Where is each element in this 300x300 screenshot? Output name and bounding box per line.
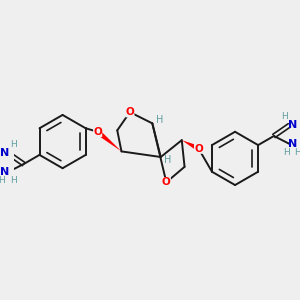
Text: N: N (0, 148, 10, 158)
Polygon shape (96, 130, 122, 152)
Text: H: H (281, 112, 288, 122)
Text: H: H (156, 115, 163, 125)
Text: H: H (11, 176, 17, 185)
Text: N: N (288, 120, 297, 130)
Text: H: H (164, 155, 171, 165)
Polygon shape (182, 140, 200, 151)
Text: N: N (0, 167, 10, 177)
Text: N: N (288, 139, 297, 149)
Text: O: O (93, 127, 102, 137)
Text: H: H (0, 176, 5, 185)
Text: H: H (294, 148, 300, 157)
Text: O: O (162, 177, 171, 187)
Text: H: H (11, 140, 17, 149)
Text: O: O (125, 107, 134, 117)
Text: O: O (194, 144, 203, 154)
Text: H: H (283, 148, 290, 157)
